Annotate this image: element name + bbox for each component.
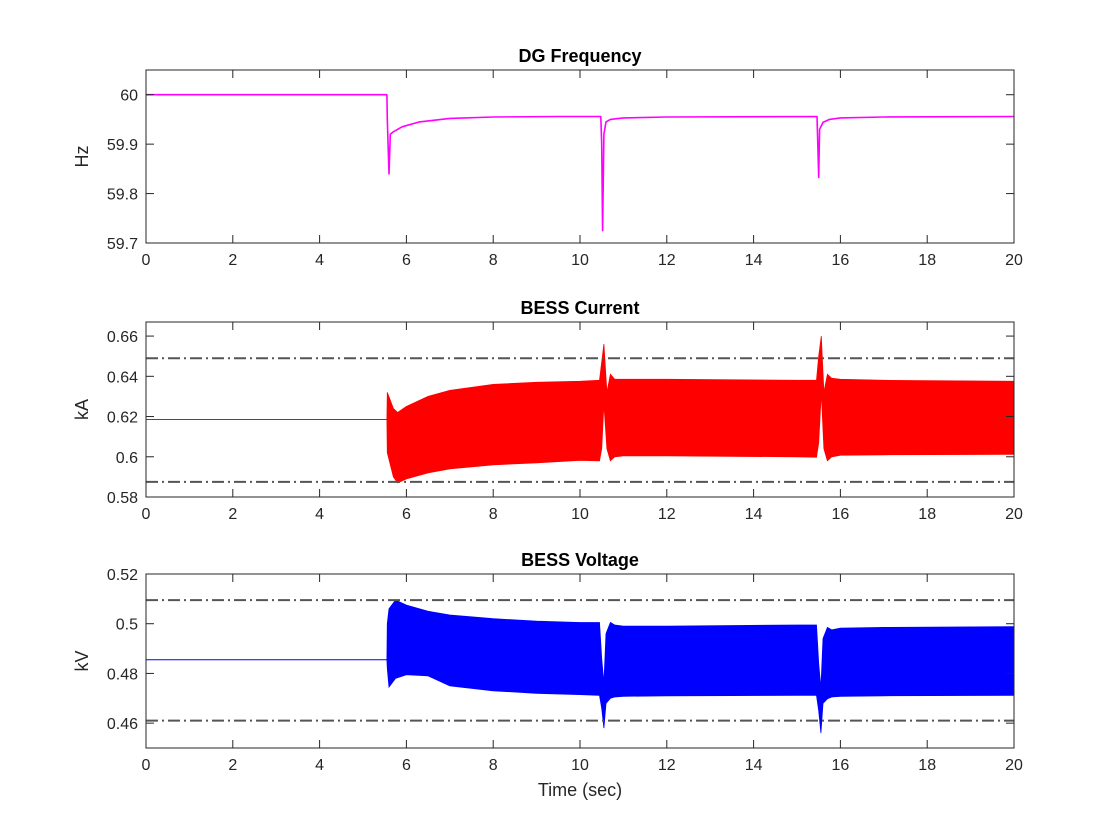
- y-tick-label: 59.8: [107, 187, 138, 204]
- y-tick-label: 0.52: [107, 567, 138, 584]
- x-tick-label: 14: [745, 506, 763, 523]
- chart-2: 0 2 4 6 8 10 12 14 16 18 20 0.46 0.48 0.5 0.52 BESS Vol…: [72, 550, 1023, 800]
- plot-area: [146, 70, 1014, 243]
- x-tick-label: 20: [1005, 757, 1023, 774]
- y-tick-label: 59.7: [107, 236, 138, 253]
- x-tick-label: 8: [489, 757, 498, 774]
- x-tick-label: 4: [315, 757, 324, 774]
- x-tick-label: 16: [832, 506, 850, 523]
- x-tick-label: 18: [918, 757, 936, 774]
- x-tick-label: 14: [745, 757, 763, 774]
- chart-0: 0 2 4 6 8 10 12 14 16 18 20 59.7 59.8 59.9 60 DG Freque…: [72, 46, 1023, 269]
- x-tick-label: 6: [402, 506, 411, 523]
- y-tick-label: 0.58: [107, 490, 138, 507]
- y-tick-label: 0.64: [107, 369, 138, 386]
- y-tick-label: 0.66: [107, 329, 138, 346]
- x-tick-label: 4: [315, 506, 324, 523]
- x-tick-label: 16: [832, 252, 850, 269]
- x-tick-label: 18: [918, 252, 936, 269]
- chart-title: DG Frequency: [518, 46, 641, 66]
- x-tick-label: 6: [402, 757, 411, 774]
- chart-title: BESS Current: [520, 298, 639, 318]
- x-tick-label: 2: [228, 757, 237, 774]
- y-tick-label: 0.46: [107, 716, 138, 733]
- y-tick-label: 0.5: [116, 617, 138, 634]
- x-axis-label: Time (sec): [538, 780, 622, 800]
- x-tick-label: 14: [745, 252, 763, 269]
- x-tick-label: 10: [571, 506, 589, 523]
- y-tick-label: 0.62: [107, 410, 138, 427]
- y-tick-label: 59.9: [107, 137, 138, 154]
- x-tick-label: 12: [658, 506, 676, 523]
- x-tick-label: 10: [571, 757, 589, 774]
- y-tick-label: 0.48: [107, 666, 138, 683]
- x-tick-label: 10: [571, 252, 589, 269]
- x-tick-label: 4: [315, 252, 324, 269]
- y-tick-label: 0.6: [116, 450, 138, 467]
- x-tick-label: 0: [142, 252, 151, 269]
- y-axis-label: kA: [72, 399, 92, 420]
- x-tick-label: 12: [658, 252, 676, 269]
- y-tick-label: 60: [120, 88, 138, 105]
- x-tick-label: 6: [402, 252, 411, 269]
- x-tick-label: 16: [832, 757, 850, 774]
- chart-1: 0 2 4 6 8 10 12 14 16 18 20 0.58 0.6 0.62 0.64 0.66 BESS…: [72, 298, 1023, 523]
- x-tick-label: 18: [918, 506, 936, 523]
- x-tick-label: 0: [142, 506, 151, 523]
- x-tick-label: 0: [142, 757, 151, 774]
- x-tick-label: 8: [489, 252, 498, 269]
- x-tick-label: 2: [228, 252, 237, 269]
- y-axis-label: kV: [72, 650, 92, 671]
- x-tick-label: 8: [489, 506, 498, 523]
- x-tick-label: 2: [228, 506, 237, 523]
- y-axis-label: Hz: [72, 146, 92, 168]
- x-tick-label: 20: [1005, 506, 1023, 523]
- series-line-0: [146, 93, 1015, 232]
- chart-title: BESS Voltage: [521, 550, 639, 570]
- x-tick-label: 20: [1005, 252, 1023, 269]
- x-tick-label: 12: [658, 757, 676, 774]
